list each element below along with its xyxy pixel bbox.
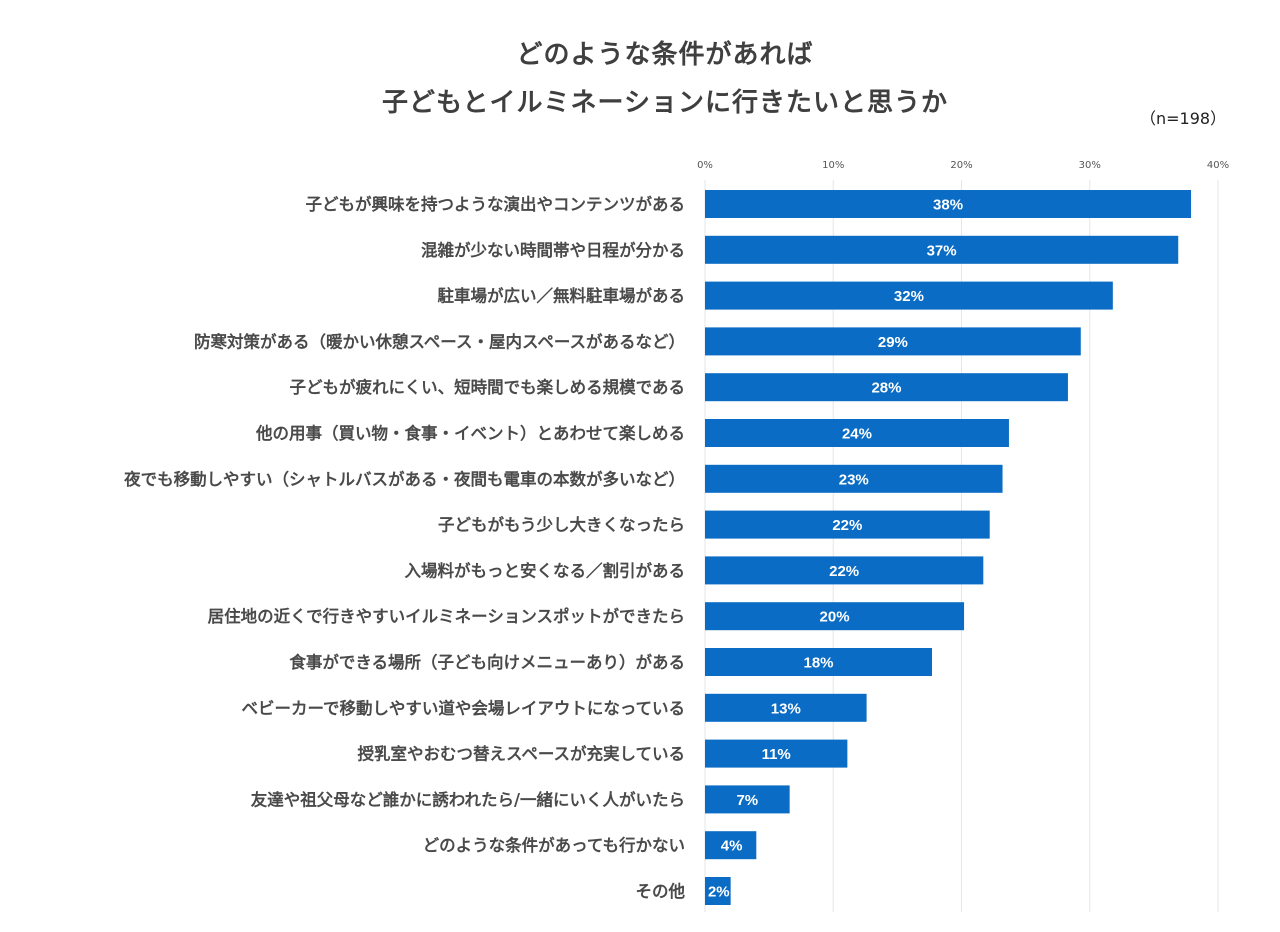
x-tick-label: 20% (950, 160, 972, 171)
category-label: 入場料がもっと安くなる／割引がある (405, 560, 686, 580)
data-label: 24% (842, 426, 872, 443)
bar (705, 327, 1081, 356)
bar (705, 373, 1068, 402)
bar (705, 785, 790, 814)
data-label: 4% (721, 838, 743, 855)
x-axis-ticks: 0% 10% 20% 30% 40% (697, 160, 1229, 171)
data-label: 7% (736, 792, 758, 809)
category-label: その他 (636, 881, 686, 901)
category-label: 居住地の近くで行きやすいイルミネーションスポットができたら (208, 606, 685, 626)
bar (705, 648, 933, 676)
x-tick-label: 10% (822, 160, 844, 171)
bar (705, 510, 990, 539)
data-label: 2% (708, 884, 730, 901)
category-label: 混雑が少ない時間帯や日程が分かる (421, 240, 685, 260)
bar (705, 464, 1003, 493)
chart-title-line-2: 子どもとイルミネーションに行きたいと思うか (382, 88, 948, 118)
bars (705, 190, 1192, 905)
category-label: 子どもが興味を持つような演出やコンテンツがある (306, 194, 686, 214)
data-label: 32% (894, 288, 924, 305)
x-tick-label: 0% (697, 160, 713, 171)
data-labels: 38% 37% 32% 29% 28% 24% 23% 22% 22% 20% 18% 13% 11% 7… (708, 197, 963, 901)
category-label: 友達や祖父母など誰かに誘われたら/一緒にいく人がいたら (251, 789, 685, 809)
data-label: 20% (820, 609, 850, 626)
data-label: 29% (878, 334, 908, 351)
x-tick-label: 40% (1207, 160, 1229, 171)
data-label: 23% (839, 471, 869, 488)
data-label: 13% (771, 700, 801, 717)
category-label: 授乳室やおむつ替えスペースが充実している (357, 744, 685, 764)
data-label: 28% (871, 380, 901, 397)
bar (705, 281, 1113, 310)
data-label: 22% (832, 517, 862, 534)
bar (705, 190, 1192, 218)
category-label: 防寒対策がある（暖かい休憩スペース・屋内スペースがあるなど） (194, 331, 685, 351)
data-label: 38% (933, 197, 963, 214)
category-label: どのような条件があっても行かない (423, 835, 685, 855)
category-label: 駐車場が広い／無料駐車場がある (438, 286, 686, 306)
category-label: 他の用事（買い物・食事・イベント）とあわせて楽しめる (255, 423, 685, 443)
category-labels: 子どもが興味を持つような演出やコンテンツがある混雑が少ない時間帯や日程が分かる駐… (123, 194, 685, 901)
bar (705, 602, 965, 631)
data-label: 18% (803, 655, 833, 672)
bar (705, 693, 867, 722)
category-label: 子どもがもう少し大きくなったら (438, 515, 685, 535)
category-label: 子どもが疲れにくい、短時間でも楽しめる規模である (289, 377, 685, 397)
data-label: 37% (927, 242, 957, 259)
category-label: 食事ができる場所（子ども向けメニューあり）がある (289, 652, 685, 672)
x-tick-label: 30% (1079, 160, 1101, 171)
bar (705, 235, 1179, 264)
bar (705, 739, 848, 768)
bar (705, 877, 731, 905)
bar (705, 419, 1009, 447)
bar (705, 831, 757, 860)
category-label: ベビーカーで移動しやすい道や会場レイアウトになっている (241, 698, 685, 718)
sample-size-note: （n=198） (1140, 109, 1227, 128)
chart-title-line-1: どのような条件があれば (516, 40, 814, 70)
bar (705, 556, 984, 585)
data-label: 22% (829, 563, 859, 580)
data-label: 11% (762, 746, 791, 763)
category-label: 夜でも移動しやすい（シャトルバスがある・夜間も電車の本数が多いなど） (123, 469, 685, 489)
